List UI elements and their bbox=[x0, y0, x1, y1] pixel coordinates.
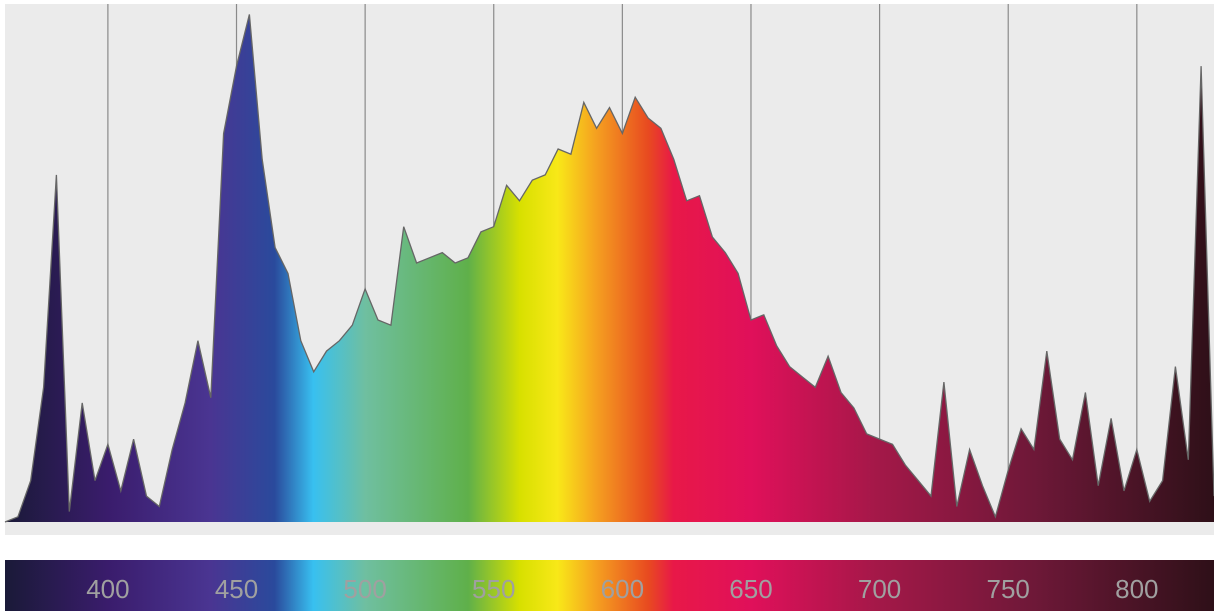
spectrum-area bbox=[5, 14, 1214, 523]
x-tick-label: 450 bbox=[215, 574, 258, 604]
x-tick-label: 750 bbox=[987, 574, 1030, 604]
x-tick-label: 800 bbox=[1115, 574, 1158, 604]
x-tick-label: 550 bbox=[472, 574, 515, 604]
x-tick-label: 400 bbox=[86, 574, 129, 604]
x-tick-label: 700 bbox=[858, 574, 901, 604]
color-bar bbox=[5, 560, 1214, 611]
tick-labels: 400 450 500 550 600 650 700 750 800 bbox=[86, 574, 1158, 604]
spectrum-line bbox=[4, 14, 1214, 523]
x-tick-label: 650 bbox=[729, 574, 772, 604]
x-tick-label: 600 bbox=[601, 574, 644, 604]
x-tick-label: 500 bbox=[343, 574, 386, 604]
plot bbox=[4, 14, 1214, 523]
